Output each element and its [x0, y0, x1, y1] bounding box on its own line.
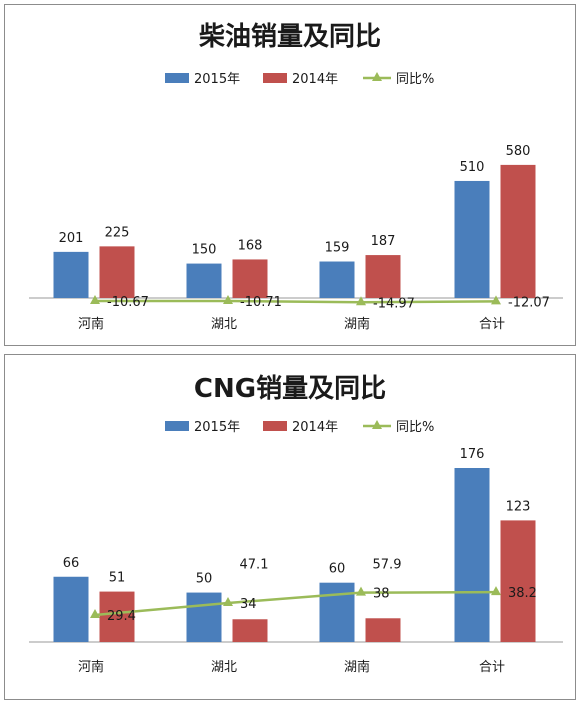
yoy-label-3: 38.2 [508, 586, 537, 601]
bar-2015-2 [319, 582, 355, 642]
bar-label-2015-0: 66 [63, 556, 80, 571]
bar-label-2014-2: 57.9 [373, 558, 402, 573]
bar-label-2015-3: 510 [460, 160, 485, 175]
legend-yoy-marker [372, 72, 382, 81]
bar-label-2014-1: 168 [238, 238, 263, 253]
category-label-0: 河南 [78, 316, 104, 332]
bar-2014-2 [365, 255, 401, 298]
yoy-label-3: -12.07 [508, 295, 550, 310]
legend-2014-label: 2014年 [292, 420, 338, 435]
yoy-label-0: 29.4 [107, 609, 136, 624]
legend-2015-swatch [165, 421, 189, 431]
chart-title: 柴油销量及同比 [198, 22, 381, 52]
diesel-chart-panel: 柴油销量及同比 2015年 2014年 同比% 201 225 河南 150 168 湖北 159 1… [4, 4, 576, 346]
yoy-marker-1 [223, 295, 233, 305]
yoy-label-2: 38 [373, 587, 390, 602]
bar-2015-0 [53, 576, 89, 642]
yoy-marker-0 [90, 295, 100, 304]
chart-title: CNG销量及同比 [194, 374, 386, 404]
bar-label-2014-3: 123 [506, 499, 531, 514]
bar-label-2015-1: 150 [192, 243, 217, 258]
bar-label-2015-3: 176 [460, 447, 485, 462]
legend-2014-swatch [263, 421, 287, 431]
bar-label-2015-2: 60 [329, 562, 346, 577]
yoy-marker-0 [90, 609, 100, 618]
legend-yoy-label: 同比% [396, 72, 434, 87]
bar-2014-1 [232, 619, 268, 642]
bar-2014-0 [99, 591, 135, 642]
legend-2015-label: 2015年 [194, 72, 240, 87]
bar-2014-2 [365, 618, 401, 642]
diesel-chart: 柴油销量及同比 2015年 2014年 同比% 201 225 河南 150 168 湖北 159 1… [29, 22, 563, 332]
bar-2015-0 [53, 251, 89, 298]
bar-2015-1 [186, 592, 222, 642]
legend-yoy-marker [372, 420, 382, 429]
bar-label-2014-1: 47.1 [240, 558, 269, 573]
category-label-3: 合计 [479, 660, 505, 675]
bar-label-2014-0: 51 [109, 571, 126, 586]
bar-2015-1 [186, 263, 222, 298]
legend-yoy-label: 同比% [396, 420, 434, 435]
yoy-marker-2 [356, 296, 366, 306]
bar-label-2015-0: 201 [59, 231, 84, 246]
yoy-label-1: -10.71 [240, 295, 282, 310]
yoy-marker-3 [491, 295, 501, 305]
yoy-line [94, 299, 497, 304]
bar-2015-2 [319, 261, 355, 298]
bar-label-2014-2: 187 [371, 234, 396, 249]
yoy-label-0: -10.67 [107, 295, 149, 310]
yoy-marker-2 [356, 586, 366, 596]
cng-chart: CNG销量及同比 2015年 2014年 同比% 66 51 河南 50 47.1 湖北 60 57.… [29, 374, 563, 675]
legend-2015-swatch [165, 73, 189, 83]
category-label-0: 河南 [78, 659, 104, 675]
bar-2015-3 [454, 180, 490, 298]
yoy-marker-1 [223, 597, 233, 607]
legend-2014-swatch [263, 73, 287, 83]
category-label-1: 湖北 [211, 317, 237, 332]
bar-2014-3 [500, 164, 536, 298]
category-label-2: 湖南 [344, 316, 370, 332]
yoy-marker-3 [491, 586, 501, 596]
bar-2014-3 [500, 520, 536, 642]
legend-2015-label: 2015年 [194, 420, 240, 435]
bar-2015-3 [454, 468, 490, 642]
category-label-1: 湖北 [211, 660, 237, 675]
category-label-2: 湖南 [344, 659, 370, 675]
bar-label-2014-0: 225 [105, 225, 130, 240]
cng-chart-panel: CNG销量及同比 2015年 2014年 同比% 66 51 河南 50 47.1 湖北 60 57.… [4, 354, 576, 700]
bar-label-2015-2: 159 [325, 241, 350, 256]
bar-2014-1 [232, 259, 268, 298]
bar-label-2014-3: 580 [506, 144, 531, 159]
category-label-3: 合计 [479, 317, 505, 332]
bar-label-2015-1: 50 [196, 572, 213, 587]
legend-2014-label: 2014年 [292, 72, 338, 87]
yoy-line [94, 590, 497, 617]
yoy-label-2: -14.97 [373, 296, 415, 311]
yoy-label-1: 34 [240, 597, 257, 612]
bar-2014-0 [99, 246, 135, 298]
